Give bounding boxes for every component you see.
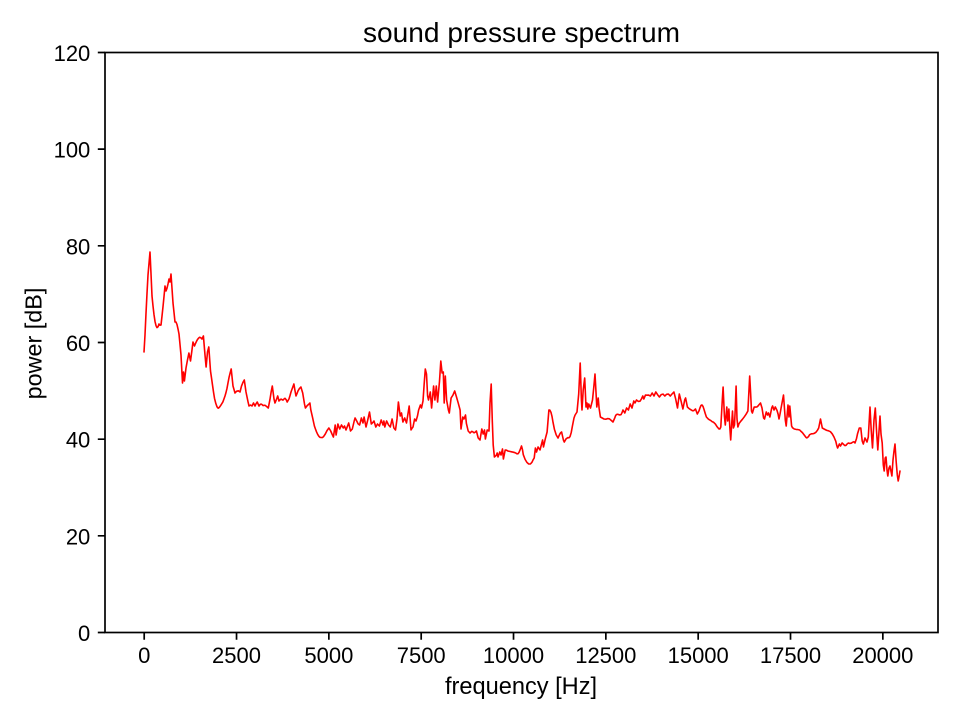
svg-text:17500: 17500 xyxy=(760,643,821,668)
svg-text:20000: 20000 xyxy=(852,643,913,668)
svg-text:40: 40 xyxy=(66,428,90,453)
svg-text:0: 0 xyxy=(78,621,90,646)
svg-text:power [dB]: power [dB] xyxy=(21,288,47,400)
svg-text:60: 60 xyxy=(66,331,90,356)
svg-text:5000: 5000 xyxy=(304,643,353,668)
svg-text:15000: 15000 xyxy=(668,643,729,668)
svg-text:7500: 7500 xyxy=(397,643,446,668)
svg-text:100: 100 xyxy=(54,138,91,163)
svg-text:2500: 2500 xyxy=(212,643,261,668)
svg-text:20: 20 xyxy=(66,524,90,549)
svg-text:10000: 10000 xyxy=(483,643,544,668)
svg-text:frequency [Hz]: frequency [Hz] xyxy=(445,674,597,700)
svg-text:sound pressure spectrum: sound pressure spectrum xyxy=(363,17,680,48)
svg-text:80: 80 xyxy=(66,234,90,259)
svg-text:120: 120 xyxy=(54,41,91,66)
svg-text:0: 0 xyxy=(138,643,150,668)
svg-text:12500: 12500 xyxy=(575,643,636,668)
